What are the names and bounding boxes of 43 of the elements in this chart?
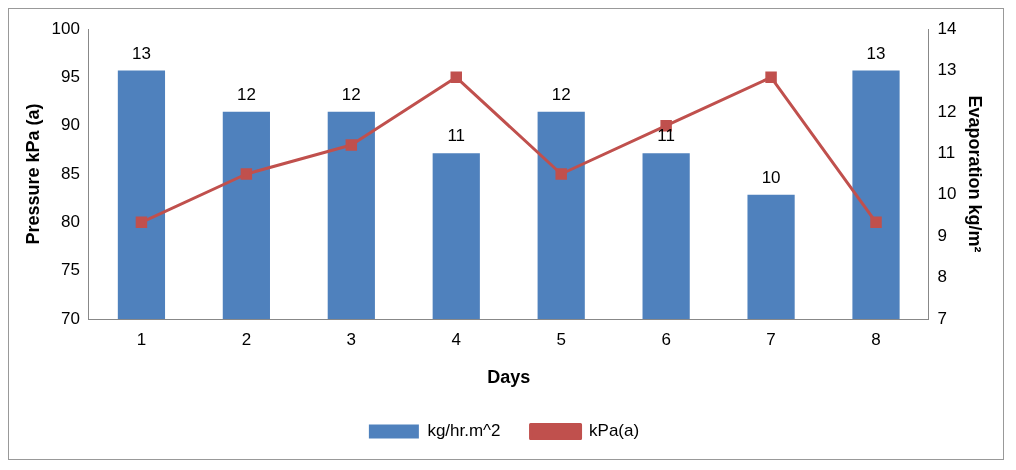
data-label: 11 [447,126,466,146]
x-tick-label: 1 [136,329,147,349]
data-label: 12 [341,85,361,105]
data-label: 13 [866,43,886,63]
point [555,168,567,180]
y-tick-label: 80 [61,212,80,232]
x-tick-label: 4 [451,329,461,349]
x-axis-title: Days [487,367,531,388]
data-label: 11 [657,126,675,146]
x-tick-label: 5 [556,329,566,349]
x-tick-label: 3 [346,329,357,349]
y2-tick-label: 9 [937,225,947,245]
point [765,71,777,84]
point [240,168,253,180]
point [870,216,882,229]
y2-tick-label: 13 [937,60,957,80]
data-label: 12 [236,85,256,105]
y2-tick-label: 8 [937,267,947,287]
legend-label: kPa(a) [589,421,640,441]
point [345,139,358,151]
data-label: 12 [551,85,571,105]
y2-tick-label: 11 [937,142,956,162]
y2-tick-label: 14 [937,18,957,38]
x-tick-label: 8 [871,329,881,349]
y-tick-label: 90 [61,115,80,135]
point [450,71,462,84]
data-label: 10 [761,167,781,187]
x-tick-label: 2 [241,329,252,349]
y2-tick-label: 10 [937,184,957,204]
y-axis-title: Pressure kPa (a) [22,103,43,245]
data-label: 13 [131,43,151,63]
x-tick-label: 6 [661,329,671,349]
y2-tick-label: 7 [937,308,947,328]
legend-label: kg/hr.m^2 [427,421,501,441]
y-tick-label: 75 [61,260,80,280]
y-tick-label: 95 [61,67,80,87]
y2-axis-title: Evaporation kg/m² [965,95,986,253]
point [135,216,148,229]
y-tick-label: 85 [61,163,80,183]
y-tick-label: 100 [51,18,80,38]
y-tick-label: 70 [61,308,80,328]
y2-tick-label: 12 [937,101,957,121]
x-tick-label: 7 [766,329,776,349]
